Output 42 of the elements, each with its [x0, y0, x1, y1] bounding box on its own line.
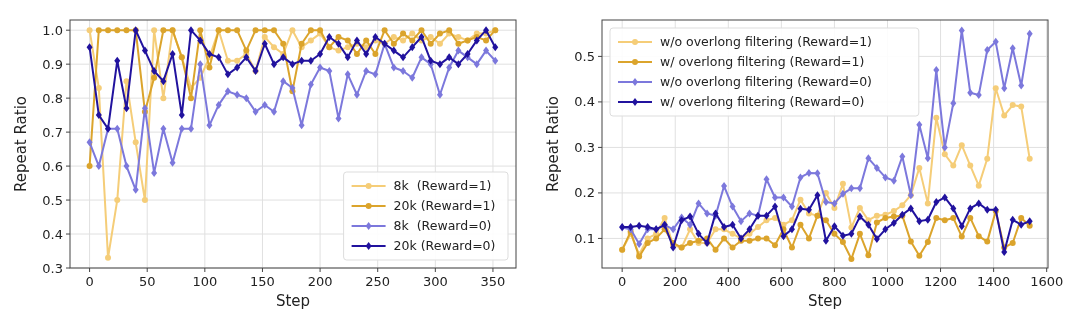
x-tick-label: 0: [85, 274, 94, 289]
x-tick-label: 200: [662, 274, 688, 289]
y-tick-label: 0.4: [42, 226, 63, 242]
x-tick-label: 50: [138, 274, 156, 289]
y-tick-label: 1.0: [42, 22, 63, 38]
y-tick-label: 0.6: [42, 158, 63, 174]
x-axis-title: Step: [275, 292, 311, 310]
legend-label: 20k (Reward=0): [393, 238, 496, 254]
y-tick-label: 0.4: [574, 94, 595, 110]
y-tick-label: 0.2: [574, 185, 595, 201]
y-tick-label: 0.3: [42, 260, 63, 276]
x-tick-label: 600: [768, 274, 794, 289]
legend-label: 20k (Reward=1): [393, 198, 496, 214]
y-tick-label: 0.1: [574, 230, 595, 246]
x-tick-label: 350: [480, 274, 506, 289]
x-tick-label: 300: [422, 274, 448, 289]
x-tick-label: 250: [365, 274, 391, 289]
x-tick-label: 100: [192, 274, 218, 289]
x-tick-label: 0: [618, 274, 627, 289]
x-tick-label: 400: [715, 274, 741, 289]
x-tick-label: 800: [822, 274, 847, 289]
y-axis-title: Repeat Ratio: [12, 95, 30, 193]
legend-label: w/o overlong filtering (Reward=0): [660, 74, 872, 90]
legend-label: 8k (Reward=1): [393, 178, 492, 194]
y-tick-label: 0.9: [42, 56, 63, 72]
x-tick-label: 150: [250, 274, 275, 289]
x-tick-label: 1200: [924, 274, 958, 289]
y-tick-label: 0.3: [574, 139, 595, 155]
legend-label: w/ overlong filtering (Reward=0): [660, 94, 865, 110]
x-axis-title: Step: [807, 292, 843, 310]
legend-label: w/o overlong filtering (Reward=1): [660, 34, 872, 50]
y-tick-label: 0.5: [42, 192, 63, 208]
x-tick-label: 200: [307, 274, 333, 289]
legend-label: w/ overlong filtering (Reward=1): [660, 54, 865, 70]
y-axis-title: Repeat Ratio: [544, 95, 562, 193]
x-tick-label: 1400: [977, 274, 1011, 289]
x-tick-label: 1600: [1030, 274, 1064, 289]
legend-label: 8k (Reward=0): [393, 218, 492, 234]
y-tick-label: 0.8: [42, 90, 63, 106]
y-tick-label: 0.7: [42, 124, 63, 140]
x-tick-label: 1000: [870, 274, 905, 289]
y-tick-label: 0.5: [574, 48, 595, 64]
